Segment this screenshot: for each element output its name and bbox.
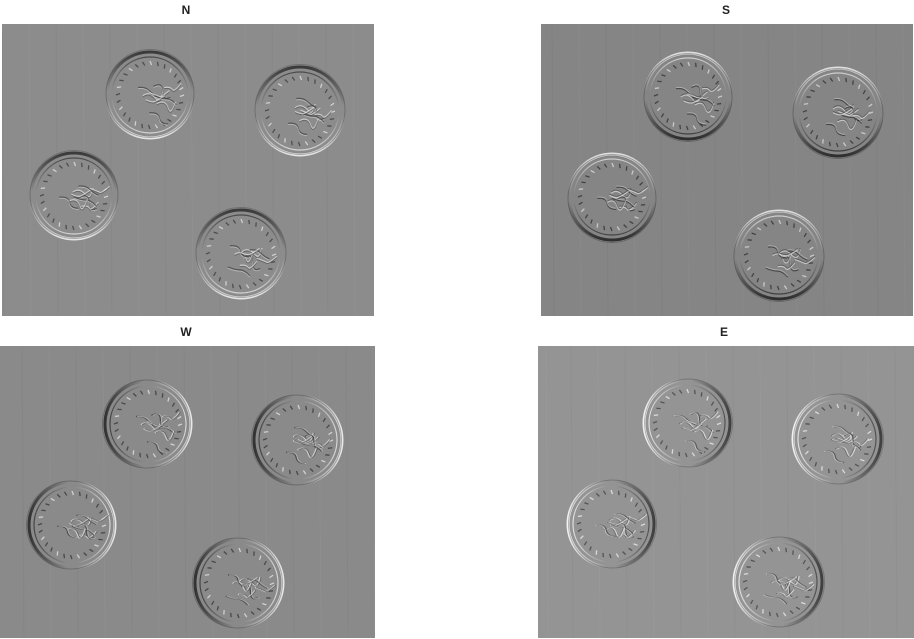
texture-line [345,346,349,638]
texture-line [291,346,295,638]
coin [102,379,193,469]
texture-line [21,346,25,638]
coin [643,51,733,142]
texture-line [551,24,555,316]
coin [29,150,119,241]
coin [195,207,287,300]
texture-line [183,346,187,638]
panel-title-w: W [180,325,192,339]
coin [26,480,117,570]
coin [251,394,344,486]
texture-line [570,346,574,638]
texture-line [102,346,106,638]
texture-line [875,24,879,316]
texture-line [352,24,356,316]
panel-image-n [2,24,374,316]
coin [105,49,195,140]
coin [642,378,733,468]
panel-image-s [541,24,913,316]
panel-title-e: E [719,325,728,339]
texture-line [190,24,194,316]
texture-line [109,24,113,316]
coin [254,64,346,157]
texture-line [894,346,898,638]
coin [567,152,657,243]
coin [732,536,825,628]
coin [192,537,285,629]
texture-line [28,24,32,316]
texture-line [318,346,322,638]
panel-image-w [0,346,375,638]
texture-line [2,24,5,316]
panel-title-n: N [181,3,191,17]
coin [791,393,884,485]
texture-line [545,346,549,638]
coin [566,479,657,569]
panel-image-e [538,346,914,638]
coin [792,66,884,159]
texture-line [651,346,655,638]
texture-line [902,24,906,316]
coin [733,209,825,302]
texture-line [867,346,871,638]
panel-title-s: S [721,3,730,17]
texture-line [372,346,375,638]
texture-line [325,24,329,316]
